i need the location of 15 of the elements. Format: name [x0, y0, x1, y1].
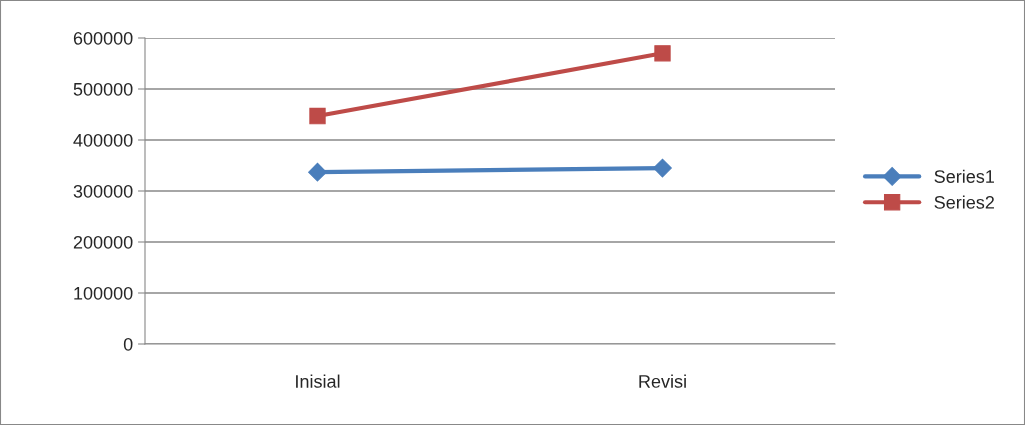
y-tick-label: 600000 [73, 31, 133, 45]
y-tick-label: 300000 [73, 184, 133, 198]
legend-label: Series2 [934, 195, 994, 209]
point [654, 45, 671, 62]
point [309, 107, 326, 125]
y-tick-label: 100000 [74, 286, 133, 300]
y-tick-label: 500000 [73, 82, 133, 96]
point [308, 162, 327, 182]
x-tick-label: Inisial [296, 374, 340, 388]
legend-label: Series1 [934, 169, 994, 183]
point [653, 158, 672, 178]
y-tick-label: 0 [123, 337, 133, 351]
y-tick-label: 200000 [73, 235, 133, 249]
y-tick-label: 400000 [73, 133, 133, 147]
x-tick-label: Revisi [639, 374, 686, 388]
